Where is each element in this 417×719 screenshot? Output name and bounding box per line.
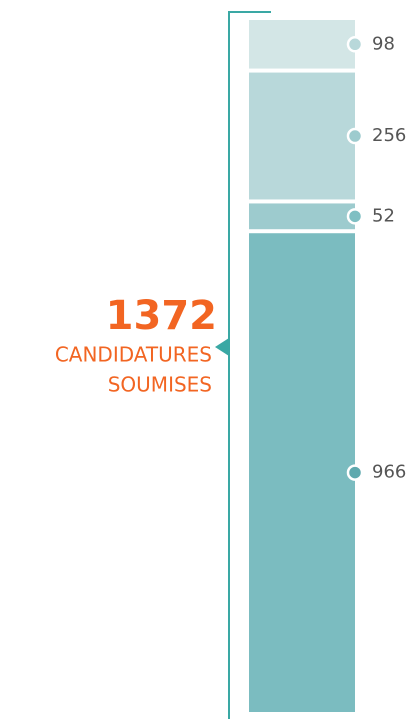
bracket: [215, 11, 271, 719]
value-dot: [346, 208, 364, 225]
value-label: 256: [372, 125, 406, 146]
total-caption: SOUMISES: [108, 373, 212, 397]
value-dot: [346, 36, 364, 53]
bracket-line: [228, 11, 271, 719]
value-dot: [346, 464, 364, 481]
value-label: 52: [372, 205, 395, 226]
bar-segment: [249, 203, 355, 230]
bar-segment: [249, 233, 355, 712]
bar-segment: [249, 72, 355, 200]
value-label: 966: [372, 462, 406, 483]
total-value: 1372: [106, 293, 217, 339]
value-dot: [346, 127, 364, 145]
value-label: 98: [372, 33, 395, 54]
total-caption: CANDIDATURES: [55, 343, 212, 367]
pointer: [215, 338, 229, 356]
bar-segment: [249, 20, 355, 69]
